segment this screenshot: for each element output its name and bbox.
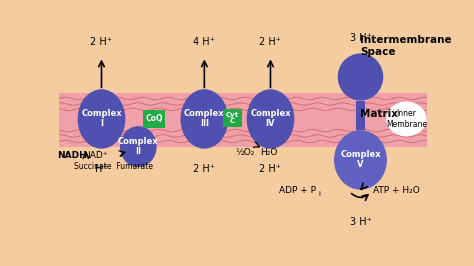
FancyBboxPatch shape xyxy=(143,110,164,128)
FancyBboxPatch shape xyxy=(356,101,365,130)
Text: 2 H⁺: 2 H⁺ xyxy=(91,37,112,47)
Text: NAD⁺: NAD⁺ xyxy=(83,151,108,160)
Text: 3 H⁺: 3 H⁺ xyxy=(349,33,372,43)
Text: 2 H⁺: 2 H⁺ xyxy=(259,164,282,174)
Text: Complex
III: Complex III xyxy=(184,109,225,128)
Text: 2 H⁺: 2 H⁺ xyxy=(193,164,215,174)
Text: Cyt
C: Cyt C xyxy=(226,112,239,124)
Text: Complex
IV: Complex IV xyxy=(250,109,291,128)
Text: Complex
I: Complex I xyxy=(81,109,122,128)
Ellipse shape xyxy=(386,102,427,136)
Text: Complex
II: Complex II xyxy=(118,137,158,156)
Ellipse shape xyxy=(334,130,387,190)
Text: Inner
Membrane: Inner Membrane xyxy=(386,109,427,129)
FancyBboxPatch shape xyxy=(223,109,242,127)
Text: Succinate  Fumarate: Succinate Fumarate xyxy=(74,161,153,171)
Text: ATP + H₂O: ATP + H₂O xyxy=(374,186,420,195)
Ellipse shape xyxy=(181,89,228,149)
Text: CoQ: CoQ xyxy=(145,114,163,123)
Text: NADH: NADH xyxy=(57,151,87,160)
Ellipse shape xyxy=(78,89,125,149)
Text: Matrix: Matrix xyxy=(360,109,399,119)
Text: i: i xyxy=(319,191,320,197)
Text: H⁺: H⁺ xyxy=(95,164,108,174)
Text: ADP + P: ADP + P xyxy=(279,186,316,195)
Text: Complex
V: Complex V xyxy=(340,150,381,169)
Text: ½O₂: ½O₂ xyxy=(236,148,255,157)
Text: 3 H⁺: 3 H⁺ xyxy=(349,217,372,227)
Ellipse shape xyxy=(120,126,156,167)
Text: 2 H⁺: 2 H⁺ xyxy=(259,37,282,47)
Ellipse shape xyxy=(246,89,294,149)
Text: H₂O: H₂O xyxy=(260,148,277,157)
Ellipse shape xyxy=(337,53,383,101)
Text: Intermembrane
Space: Intermembrane Space xyxy=(360,35,452,57)
FancyBboxPatch shape xyxy=(59,93,427,147)
Text: 4 H⁺: 4 H⁺ xyxy=(193,37,215,47)
